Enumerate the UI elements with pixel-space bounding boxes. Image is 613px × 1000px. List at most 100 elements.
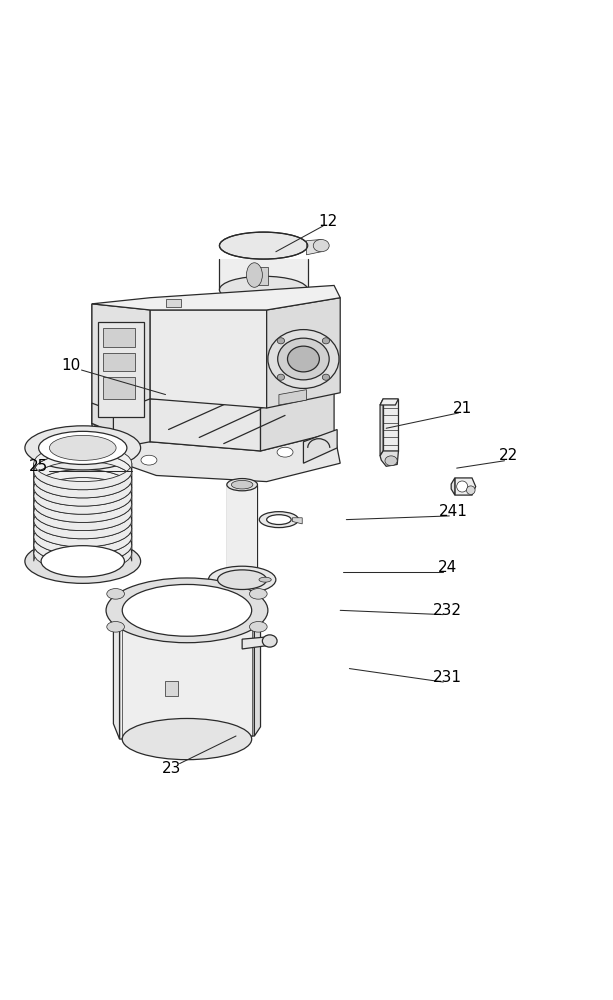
Text: 21: 21 [453, 401, 473, 416]
Polygon shape [380, 399, 383, 456]
Polygon shape [267, 298, 340, 408]
Polygon shape [34, 453, 132, 480]
Polygon shape [292, 518, 302, 524]
Ellipse shape [278, 338, 329, 380]
Ellipse shape [106, 578, 268, 643]
Polygon shape [34, 527, 132, 553]
Text: 12: 12 [318, 214, 338, 229]
Ellipse shape [267, 515, 291, 525]
Text: 10: 10 [61, 358, 80, 373]
Polygon shape [219, 259, 308, 290]
Ellipse shape [25, 539, 140, 583]
Ellipse shape [322, 374, 330, 380]
Text: 231: 231 [433, 670, 462, 685]
Polygon shape [34, 535, 132, 561]
Polygon shape [34, 504, 132, 531]
Ellipse shape [107, 589, 124, 599]
Polygon shape [34, 529, 132, 555]
Polygon shape [254, 267, 268, 285]
Polygon shape [380, 451, 398, 466]
Ellipse shape [141, 455, 157, 465]
Ellipse shape [122, 718, 252, 760]
Ellipse shape [227, 479, 257, 491]
Polygon shape [380, 399, 398, 405]
Polygon shape [103, 377, 135, 399]
Ellipse shape [122, 584, 252, 636]
Polygon shape [242, 637, 270, 649]
Polygon shape [34, 486, 132, 512]
Polygon shape [34, 469, 132, 496]
Ellipse shape [41, 546, 124, 577]
Ellipse shape [385, 456, 397, 466]
Text: 232: 232 [433, 603, 462, 618]
Polygon shape [455, 478, 476, 495]
Polygon shape [254, 602, 261, 736]
Polygon shape [261, 393, 334, 451]
Polygon shape [303, 430, 337, 463]
Polygon shape [113, 602, 120, 739]
Polygon shape [279, 390, 306, 405]
Polygon shape [92, 423, 340, 482]
Polygon shape [34, 496, 132, 522]
Polygon shape [101, 399, 150, 451]
Ellipse shape [322, 338, 330, 344]
Ellipse shape [268, 330, 339, 388]
Polygon shape [98, 322, 144, 417]
Polygon shape [451, 478, 455, 495]
Polygon shape [34, 518, 132, 545]
Ellipse shape [313, 239, 329, 252]
Ellipse shape [457, 481, 468, 492]
Ellipse shape [249, 589, 267, 599]
Ellipse shape [287, 346, 319, 372]
Polygon shape [34, 512, 132, 539]
Ellipse shape [218, 570, 267, 589]
Ellipse shape [246, 263, 262, 287]
Polygon shape [92, 285, 340, 310]
Polygon shape [34, 488, 132, 514]
Ellipse shape [277, 374, 284, 380]
Ellipse shape [249, 622, 267, 632]
Text: 24: 24 [438, 560, 457, 575]
Ellipse shape [219, 276, 308, 303]
Polygon shape [34, 545, 132, 571]
Polygon shape [120, 602, 254, 739]
Polygon shape [34, 471, 132, 498]
Text: 25: 25 [28, 459, 48, 474]
Ellipse shape [277, 338, 284, 344]
Ellipse shape [277, 447, 293, 457]
Polygon shape [34, 480, 132, 506]
Polygon shape [92, 403, 113, 433]
Ellipse shape [107, 622, 124, 632]
Polygon shape [34, 494, 132, 520]
Polygon shape [103, 328, 135, 347]
Ellipse shape [219, 232, 308, 259]
Polygon shape [166, 299, 181, 307]
Polygon shape [34, 510, 132, 537]
Polygon shape [34, 463, 132, 490]
Ellipse shape [208, 566, 276, 593]
Polygon shape [150, 310, 267, 408]
Ellipse shape [50, 435, 116, 460]
Text: 241: 241 [439, 504, 468, 519]
Polygon shape [103, 353, 135, 371]
Text: 22: 22 [499, 448, 519, 463]
Polygon shape [383, 399, 398, 451]
Polygon shape [92, 304, 95, 454]
Polygon shape [306, 239, 321, 255]
Polygon shape [34, 445, 132, 471]
Text: 23: 23 [162, 761, 181, 776]
Ellipse shape [466, 486, 475, 494]
Ellipse shape [262, 635, 277, 647]
Polygon shape [34, 478, 132, 504]
Ellipse shape [259, 577, 271, 582]
Ellipse shape [39, 431, 127, 464]
Polygon shape [165, 681, 178, 696]
Polygon shape [92, 304, 150, 442]
Ellipse shape [259, 512, 299, 528]
Ellipse shape [231, 480, 253, 489]
Ellipse shape [25, 426, 140, 470]
Polygon shape [34, 537, 132, 563]
Polygon shape [34, 461, 132, 488]
Polygon shape [34, 553, 132, 580]
Polygon shape [34, 502, 132, 529]
